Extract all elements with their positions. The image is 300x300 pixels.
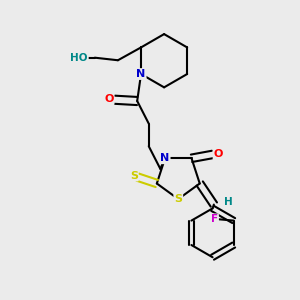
- Text: HO: HO: [70, 53, 88, 63]
- Text: S: S: [174, 194, 182, 204]
- Text: O: O: [104, 94, 114, 104]
- Text: F: F: [211, 214, 218, 224]
- Text: S: S: [130, 170, 138, 181]
- Text: O: O: [214, 149, 223, 159]
- Text: N: N: [136, 69, 146, 79]
- Text: H: H: [224, 197, 232, 207]
- Text: N: N: [160, 153, 170, 163]
